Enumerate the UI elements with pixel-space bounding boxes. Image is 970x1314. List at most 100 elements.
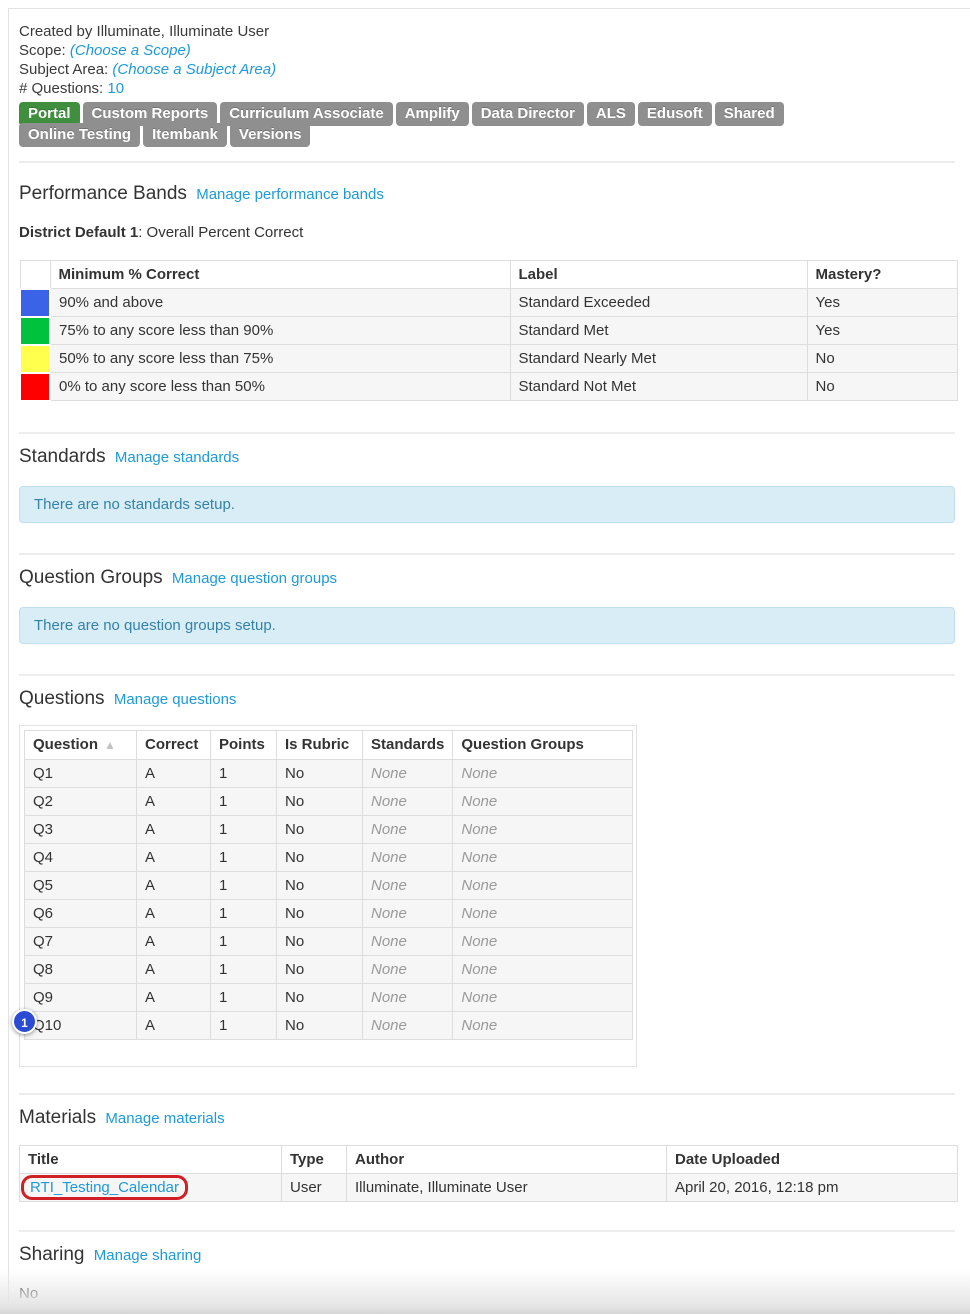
section-divider <box>19 161 955 163</box>
standards-empty-alert: There are no standards setup. <box>19 485 955 523</box>
question-cell: None <box>452 1010 633 1040</box>
choose-scope-link[interactable]: (Choose a Scope) <box>69 42 191 59</box>
tab-online-testing[interactable]: Online Testing <box>19 123 141 147</box>
question-cell: No <box>276 1010 363 1040</box>
materials-col-header-type: Type <box>281 1144 347 1174</box>
question-cell: None <box>361 786 454 816</box>
question-cell: No <box>276 954 363 984</box>
num-questions-link[interactable]: 10 <box>107 80 125 97</box>
performance-band-row: 75% to any score less than 90% Standard M… <box>19 315 958 346</box>
tab-custom-reports[interactable]: Custom Reports <box>82 102 218 126</box>
questions-col-header-points[interactable]: Points <box>210 729 277 760</box>
sharing-title: Sharing <box>19 1243 85 1265</box>
material-title-link[interactable]: RTI_Testing_Calendar <box>30 1178 179 1196</box>
question-row: Q6 A 1 No None None <box>24 898 633 928</box>
tab-amplify[interactable]: Amplify <box>395 102 469 126</box>
tab-data-director[interactable]: Data Director <box>471 102 584 126</box>
bands-col-header-1: Minimum % Correct <box>49 260 511 289</box>
manage-question-groups-link[interactable]: Manage question groups <box>171 569 338 587</box>
band-label-cell: Standard Not Met <box>509 372 808 401</box>
tab-curriculum-associate[interactable]: Curriculum Associate <box>220 102 393 126</box>
question-cell: A <box>136 898 211 928</box>
red-circle-annotation: RTI_Testing_Calendar <box>21 1174 188 1200</box>
questions-col-header-standards[interactable]: Standards <box>361 729 454 760</box>
manage-performance-bands-link[interactable]: Manage performance bands <box>196 186 384 203</box>
materials-col-header-date-uploaded: Date Uploaded <box>666 1144 958 1174</box>
manage-questions-link[interactable]: Manage questions <box>113 690 237 708</box>
questions-col-header-correct[interactable]: Correct <box>136 729 211 760</box>
tab-shared[interactable]: Shared <box>714 102 784 126</box>
performance-bands-header-row: Minimum % Correct Label Mastery? <box>19 260 958 289</box>
question-groups-heading: Question Groups Manage question groups <box>19 567 955 590</box>
question-cell: A <box>136 786 211 816</box>
question-row: Q8 A 1 No None None <box>24 954 633 984</box>
tab-als[interactable]: ALS <box>586 102 635 126</box>
materials-title: Materials <box>19 1106 97 1128</box>
questions-col-header-question-groups[interactable]: Question Groups <box>452 729 633 760</box>
annotation-badge-1: 1 <box>12 1008 37 1034</box>
question-cell: No <box>276 758 363 788</box>
question-cell: None <box>361 842 454 872</box>
question-cell: No <box>276 926 363 956</box>
band-label-cell: Standard Met <box>509 316 808 345</box>
question-cell: Q2 <box>24 786 137 816</box>
question-cell: No <box>276 870 363 900</box>
band-set-desc: : Overall Percent Correct <box>138 224 304 241</box>
question-cell: None <box>452 786 633 816</box>
question-cell: A <box>136 758 211 788</box>
performance-bands-title: Performance Bands <box>19 183 187 204</box>
band-set-name: District Default 1 <box>19 224 139 241</box>
band-color-swatch <box>19 343 51 374</box>
question-cell: None <box>452 954 633 984</box>
tab-edusoft[interactable]: Edusoft <box>637 102 712 126</box>
question-cell: A <box>136 954 211 984</box>
question-cell: 1 <box>210 1010 277 1040</box>
tab-versions[interactable]: Versions <box>229 123 311 147</box>
question-cell: None <box>452 898 633 928</box>
tab-row-1: Portal Custom Reports Curriculum Associate… <box>19 102 889 126</box>
materials-table: Title Type Author Date Uploaded RTI_Testing… <box>19 1144 958 1202</box>
band-color-swatch <box>19 371 51 402</box>
question-cell: None <box>452 926 633 956</box>
standards-title: Standards <box>19 445 106 467</box>
materials-col-header-author: Author <box>346 1144 667 1174</box>
question-cell: No <box>276 982 363 1012</box>
question-cell: None <box>452 842 633 872</box>
question-cell: Q5 <box>24 870 137 900</box>
tab-itembank[interactable]: Itembank <box>143 123 227 147</box>
manage-standards-link[interactable]: Manage standards <box>114 448 240 466</box>
question-cell: None <box>361 814 454 844</box>
manage-sharing-link[interactable]: Manage sharing <box>93 1246 202 1264</box>
question-cell: None <box>361 898 454 928</box>
materials-header-row: Title Type Author Date Uploaded <box>19 1144 958 1174</box>
question-row: Q5 A 1 No None None <box>24 870 633 900</box>
question-groups-empty-alert: There are no question groups setup. <box>19 606 955 644</box>
band-mastery-cell: No <box>806 344 958 373</box>
section-divider <box>19 1229 955 1232</box>
question-cell: No <box>276 842 363 872</box>
subject-area-label: Subject Area: <box>19 61 109 78</box>
choose-subject-area-link[interactable]: (Choose a Subject Area) <box>112 61 277 78</box>
bands-col-header-0 <box>19 260 51 289</box>
question-cell: 1 <box>210 954 277 984</box>
question-cell: 1 <box>210 842 277 872</box>
band-color-swatch <box>19 287 51 318</box>
questions-table-wrapper: Question ▲ Correct Points Is Rubric Standards… <box>12 724 637 1067</box>
question-cell: Q6 <box>24 898 137 928</box>
performance-band-row: 90% and above Standard Exceeded Yes <box>19 287 958 318</box>
assessment-overview-panel: Created by Illuminate, Illuminate User S… <box>8 8 970 1314</box>
question-cell: None <box>452 982 633 1012</box>
section-divider <box>19 673 955 676</box>
question-cell: None <box>452 814 633 844</box>
question-cell: Q1 <box>24 758 137 788</box>
material-row: RTI_Testing_Calendar User Illuminate, Illu… <box>19 1172 958 1202</box>
manage-materials-link[interactable]: Manage materials <box>105 1109 225 1127</box>
report-tabs: Portal Custom Reports Curriculum Associate… <box>19 102 889 147</box>
material-title-cell: RTI_Testing_Calendar <box>19 1172 282 1202</box>
question-row: Q9 A 1 No None None <box>24 982 633 1012</box>
questions-col-header-is-rubric[interactable]: Is Rubric <box>276 729 363 760</box>
question-cell: No <box>276 898 363 928</box>
tab-portal[interactable]: Portal <box>19 102 80 126</box>
material-date-cell: April 20, 2016, 12:18 pm <box>666 1172 958 1202</box>
questions-col-header-question[interactable]: Question ▲ <box>24 729 137 760</box>
